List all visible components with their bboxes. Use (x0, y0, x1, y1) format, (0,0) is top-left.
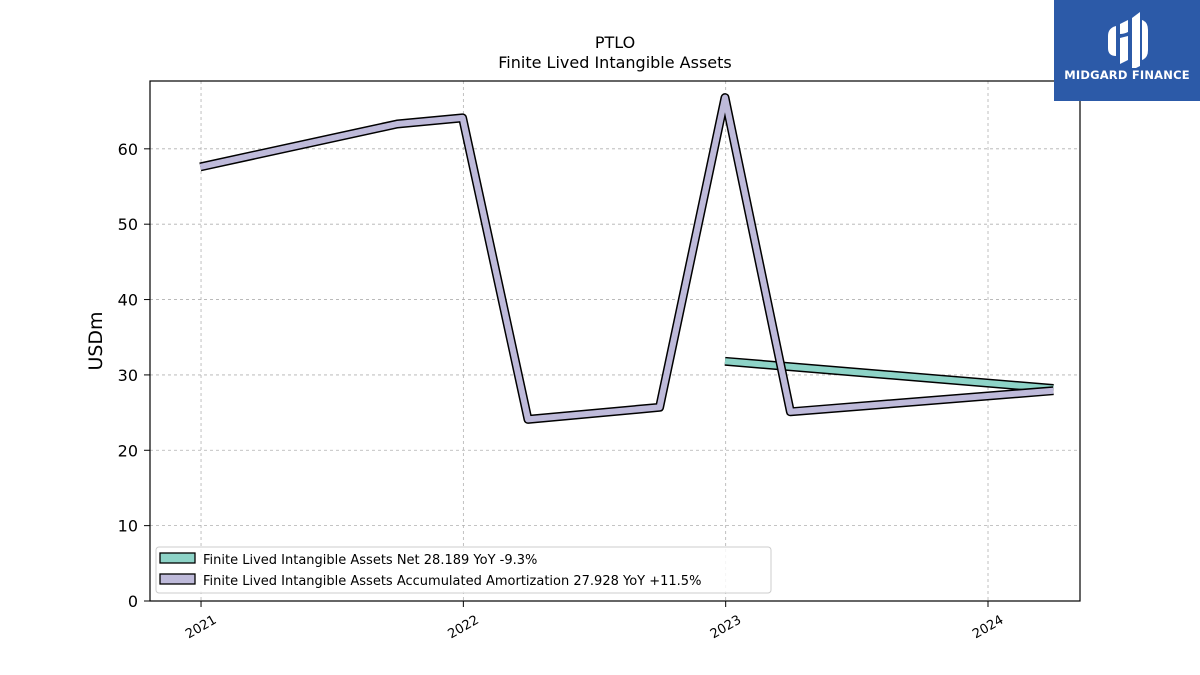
grid (150, 81, 1080, 601)
series-line-outline (199, 93, 1054, 424)
y-tick-label: 30 (118, 366, 138, 385)
y-tick-label: 60 (118, 140, 138, 159)
y-tick-label: 20 (118, 441, 138, 460)
x-tick-label: 2023 (708, 613, 744, 643)
brand-name: MIDGARD FINANCE (1064, 68, 1190, 82)
axis-ticks: 0 10 20 30 40 50 60 2021 2022 2023 2024 (118, 140, 1007, 642)
legend-entry: Finite Lived Intangible Assets Accumulat… (203, 574, 701, 589)
y-tick-label: 40 (118, 291, 138, 310)
x-tick-label: 2021 (183, 613, 219, 643)
chart-subtitle: Finite Lived Intangible Assets (498, 53, 731, 72)
y-tick-label: 50 (118, 215, 138, 234)
chart-title: PTLO (595, 33, 635, 52)
series-line (199, 94, 1054, 423)
y-tick-label: 0 (128, 592, 138, 611)
brand-logo: MIDGARD FINANCE (1054, 0, 1200, 101)
x-tick-label: 2022 (446, 613, 482, 643)
legend-swatch (159, 573, 196, 585)
plot-area (199, 93, 1054, 424)
y-tick-label: 10 (118, 517, 138, 536)
legend-swatch (159, 552, 196, 564)
axes-frame (149, 80, 1081, 602)
legend-box (155, 546, 772, 594)
x-tick-label: 2024 (970, 613, 1006, 643)
y-axis-label: USDm (85, 311, 107, 370)
legend-entry: Finite Lived Intangible Assets Net 28.18… (203, 553, 537, 568)
legend: Finite Lived Intangible Assets Net 28.18… (155, 546, 772, 594)
midgard-logo-icon (1108, 12, 1148, 68)
